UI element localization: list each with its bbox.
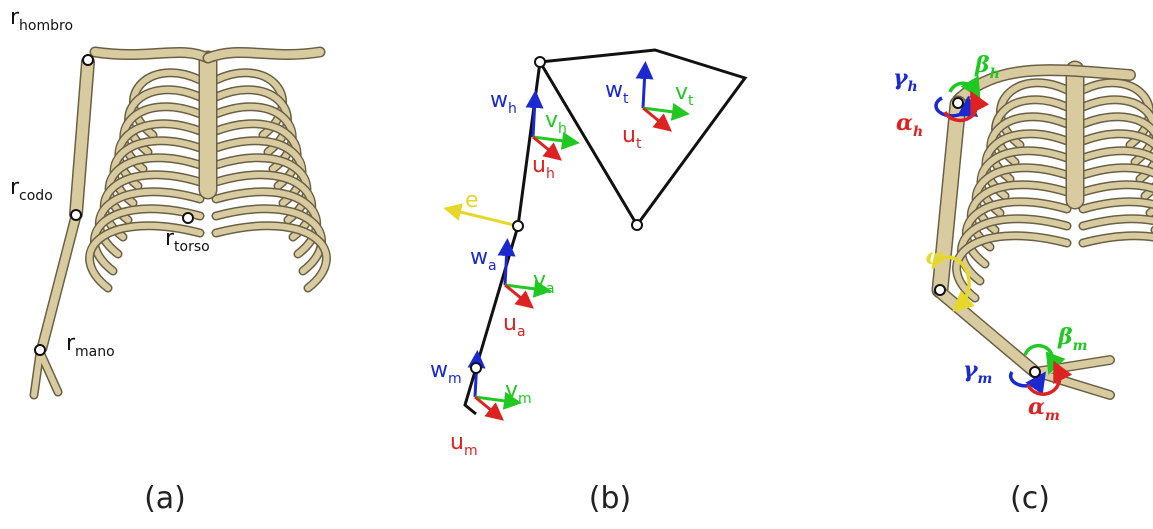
label-subscript: codo (19, 188, 53, 204)
axis-arrow (533, 99, 535, 137)
label: wh (490, 88, 517, 117)
label-subscript: a (546, 281, 555, 297)
bone (42, 216, 76, 348)
label: uh (532, 153, 555, 182)
label-base: w (490, 88, 508, 113)
skeleton-drawings (34, 52, 1153, 395)
label-subscript: t (623, 91, 629, 107)
bone (1083, 219, 1153, 281)
axis-arrow (452, 210, 518, 226)
label-subscript: h (908, 79, 918, 95)
caption: (c) (1010, 481, 1050, 516)
label: rmano (66, 331, 115, 360)
caption: (b) (589, 481, 631, 516)
joint (632, 220, 642, 230)
label-base: w (470, 245, 488, 270)
label-subscript: torso (174, 239, 210, 255)
axis-arrow (505, 247, 507, 285)
bone (940, 292, 1035, 372)
bone (90, 226, 200, 288)
label: βm (1057, 324, 1087, 354)
label: βh (974, 52, 1000, 82)
label-subscript: m (518, 391, 532, 407)
label: e (465, 188, 479, 213)
label: γh (893, 65, 918, 95)
label: rhombro (10, 5, 73, 34)
figure: rhombrorcodortorsormanowhvhuhewtvtutwava… (0, 0, 1153, 529)
label: vh (545, 108, 567, 137)
label: wm (430, 358, 462, 387)
label-base: α (1028, 394, 1045, 420)
joint (471, 363, 481, 373)
joint (183, 213, 193, 223)
label-base: w (605, 78, 623, 103)
label-subscript: m (448, 371, 462, 387)
label-base: v (675, 80, 688, 105)
label-subscript: h (558, 121, 567, 137)
label-base: e (465, 188, 479, 213)
label: wt (605, 78, 629, 107)
label: ua (503, 311, 526, 340)
label-base: β (974, 52, 990, 78)
bone (957, 236, 1067, 298)
label-subscript: h (508, 101, 517, 117)
label: ut (622, 123, 642, 152)
label: wa (470, 245, 497, 274)
joint (513, 221, 523, 231)
label-subscript: mano (75, 344, 115, 360)
label-base: v (533, 268, 546, 293)
label-base: w (430, 358, 448, 383)
label-subscript: m (978, 371, 993, 387)
joint (35, 345, 45, 355)
label-subscript: hombro (19, 18, 73, 34)
axis-arrow (643, 70, 645, 108)
label-subscript: m (1073, 338, 1088, 354)
label-base: v (505, 378, 518, 403)
label-base: φ (925, 244, 945, 270)
label-subscript: h (990, 66, 1000, 82)
label-subscript: m (1045, 408, 1060, 424)
label-subscript: a (517, 324, 526, 340)
joint (1030, 367, 1040, 377)
label-base: β (1057, 324, 1073, 350)
label-subscript: m (464, 443, 478, 459)
label-base: u (622, 123, 636, 148)
joint (83, 55, 93, 65)
label-subscript: h (546, 166, 555, 182)
bone-outline (1083, 219, 1153, 281)
label: rcodo (10, 175, 53, 204)
label: φ (925, 244, 945, 270)
label: vt (675, 80, 694, 109)
joint (71, 210, 81, 220)
bone (95, 52, 208, 58)
label-base: α (896, 110, 913, 136)
label: va (533, 268, 555, 297)
label: αm (1028, 394, 1060, 424)
bone (216, 226, 326, 288)
label-subscript: h (913, 124, 923, 140)
bone (961, 219, 1067, 281)
label-subscript: a (488, 258, 497, 274)
joint (935, 285, 945, 295)
label-base: v (545, 108, 558, 133)
bone-outline (1083, 236, 1153, 298)
bone (76, 62, 88, 214)
label-base: u (503, 311, 517, 336)
label-subscript: t (688, 93, 694, 109)
bone (208, 52, 320, 58)
label: γm (963, 357, 992, 387)
joint (953, 98, 963, 108)
label: αh (896, 110, 923, 140)
joint (535, 57, 545, 67)
bone (216, 209, 322, 271)
joints (35, 55, 1040, 377)
label: um (450, 430, 478, 459)
label-subscript: t (636, 136, 642, 152)
label: vm (505, 378, 532, 407)
label-base: u (532, 153, 546, 178)
torso-triangle (540, 50, 745, 225)
caption: (a) (144, 481, 186, 516)
label-base: u (450, 430, 464, 455)
